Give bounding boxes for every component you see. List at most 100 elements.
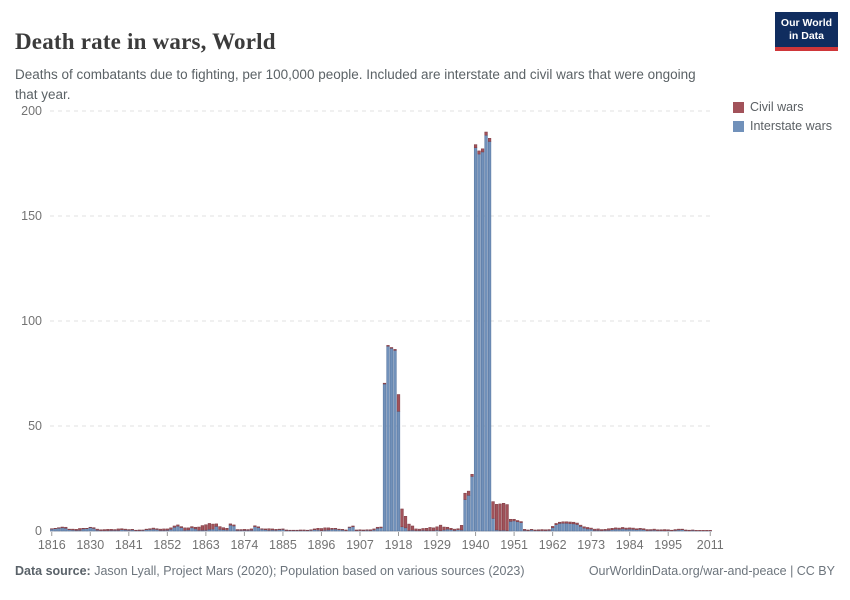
legend-label-civil-wars: Civil wars	[750, 100, 804, 114]
interstate-bar	[565, 522, 569, 532]
svg-text:1951: 1951	[500, 538, 528, 552]
interstate-bar	[214, 526, 218, 532]
civil-bar	[477, 150, 481, 155]
civil-bar	[333, 528, 338, 530]
interstate-bar	[568, 523, 572, 532]
owid-logo[interactable]: Our World in Data	[775, 12, 838, 51]
interstate-bar	[81, 528, 85, 532]
interstate-bar	[480, 151, 485, 532]
civil-bar	[214, 523, 218, 527]
civil-wars-swatch-icon	[733, 101, 744, 113]
svg-text:1874: 1874	[230, 538, 258, 552]
civil-bar	[596, 528, 600, 531]
interstate-bar	[484, 134, 488, 532]
civil-bar	[414, 528, 418, 531]
interstate-bar	[586, 528, 590, 532]
civil-bar	[340, 529, 345, 531]
svg-text:1962: 1962	[539, 538, 567, 552]
civil-bar	[197, 526, 201, 531]
civil-bar	[561, 521, 565, 524]
interstate-bar	[207, 529, 211, 532]
civil-bar	[508, 518, 513, 522]
interstate-bar	[375, 528, 380, 532]
civil-bar	[544, 529, 548, 531]
civil-bar	[253, 525, 257, 528]
civil-bar	[558, 521, 562, 524]
civil-bar	[176, 524, 180, 527]
svg-text:1918: 1918	[385, 538, 413, 552]
interstate-bar	[638, 529, 642, 532]
svg-text:1852: 1852	[153, 538, 181, 552]
civil-bar	[635, 528, 639, 530]
interstate-bar	[169, 529, 173, 532]
civil-bar	[638, 528, 642, 530]
interstate-bar	[176, 525, 180, 532]
civil-bar	[389, 347, 394, 349]
x-axis-labels: 1816 1830 1841 1852 1863 1874 1885 1896 1907 1918…	[38, 538, 724, 552]
civil-bar	[600, 529, 604, 531]
svg-text:1995: 1995	[654, 538, 682, 552]
civil-bar	[473, 144, 478, 149]
civil-bar	[659, 529, 663, 531]
interstate-bar	[631, 529, 635, 532]
civil-bar	[99, 529, 103, 531]
civil-bar	[148, 528, 152, 530]
civil-bar	[351, 525, 355, 528]
civil-bar	[155, 528, 159, 530]
civil-bar	[193, 526, 197, 530]
interstate-bar	[232, 525, 236, 532]
interstate-bar	[477, 153, 481, 532]
civil-bar	[361, 529, 366, 531]
civil-bar	[200, 525, 204, 531]
interstate-bar	[53, 528, 57, 532]
legend-item-civil-wars: Civil wars	[733, 100, 832, 114]
legend-item-interstate-wars: Interstate wars	[733, 119, 832, 133]
interstate-bar	[551, 527, 555, 532]
interstate-bar	[614, 528, 618, 532]
svg-text:50: 50	[28, 419, 42, 433]
interstate-bar	[572, 523, 576, 532]
interstate-bar	[382, 383, 387, 532]
interstate-bar	[351, 526, 355, 532]
owid-url-link[interactable]: OurWorldinData.org/war-and-peace | CC BY	[588, 564, 835, 578]
civil-bar	[614, 527, 618, 530]
civil-bar	[127, 529, 131, 531]
interstate-bar	[558, 523, 562, 532]
civil-bar	[631, 527, 635, 530]
bars	[50, 131, 712, 532]
civil-bar	[519, 521, 523, 523]
civil-bar	[235, 529, 239, 531]
civil-bar	[547, 529, 551, 531]
civil-bar	[337, 528, 341, 530]
civil-bar	[572, 521, 576, 525]
y-gridlines	[50, 110, 712, 532]
interstate-bar	[386, 345, 390, 532]
interstate-bar	[508, 521, 513, 532]
civil-bar	[452, 528, 457, 531]
civil-bar	[239, 529, 243, 531]
interstate-bar	[575, 524, 579, 532]
civil-bar	[95, 528, 99, 531]
interstate-bar	[491, 518, 495, 532]
interstate-bar	[211, 528, 215, 532]
civil-bar	[459, 525, 464, 531]
data-source-note: Data source: Jason Lyall, Project Mars (…	[15, 564, 525, 578]
civil-bar	[207, 523, 211, 530]
svg-text:150: 150	[21, 209, 42, 223]
interstate-bar	[487, 141, 492, 532]
civil-bar	[428, 527, 432, 531]
interstate-bar	[330, 529, 334, 532]
svg-text:1830: 1830	[76, 538, 104, 552]
civil-bar	[463, 492, 467, 500]
civil-bar	[92, 527, 96, 529]
civil-bar	[319, 528, 324, 531]
civil-bar	[368, 529, 373, 531]
owid-logo-line2: in Data	[788, 29, 824, 42]
civil-bar	[621, 527, 625, 530]
civil-bar	[190, 526, 194, 529]
civil-bar	[438, 524, 443, 531]
civil-bar	[607, 528, 611, 531]
interstate-bar	[179, 527, 183, 532]
svg-text:1885: 1885	[269, 538, 297, 552]
